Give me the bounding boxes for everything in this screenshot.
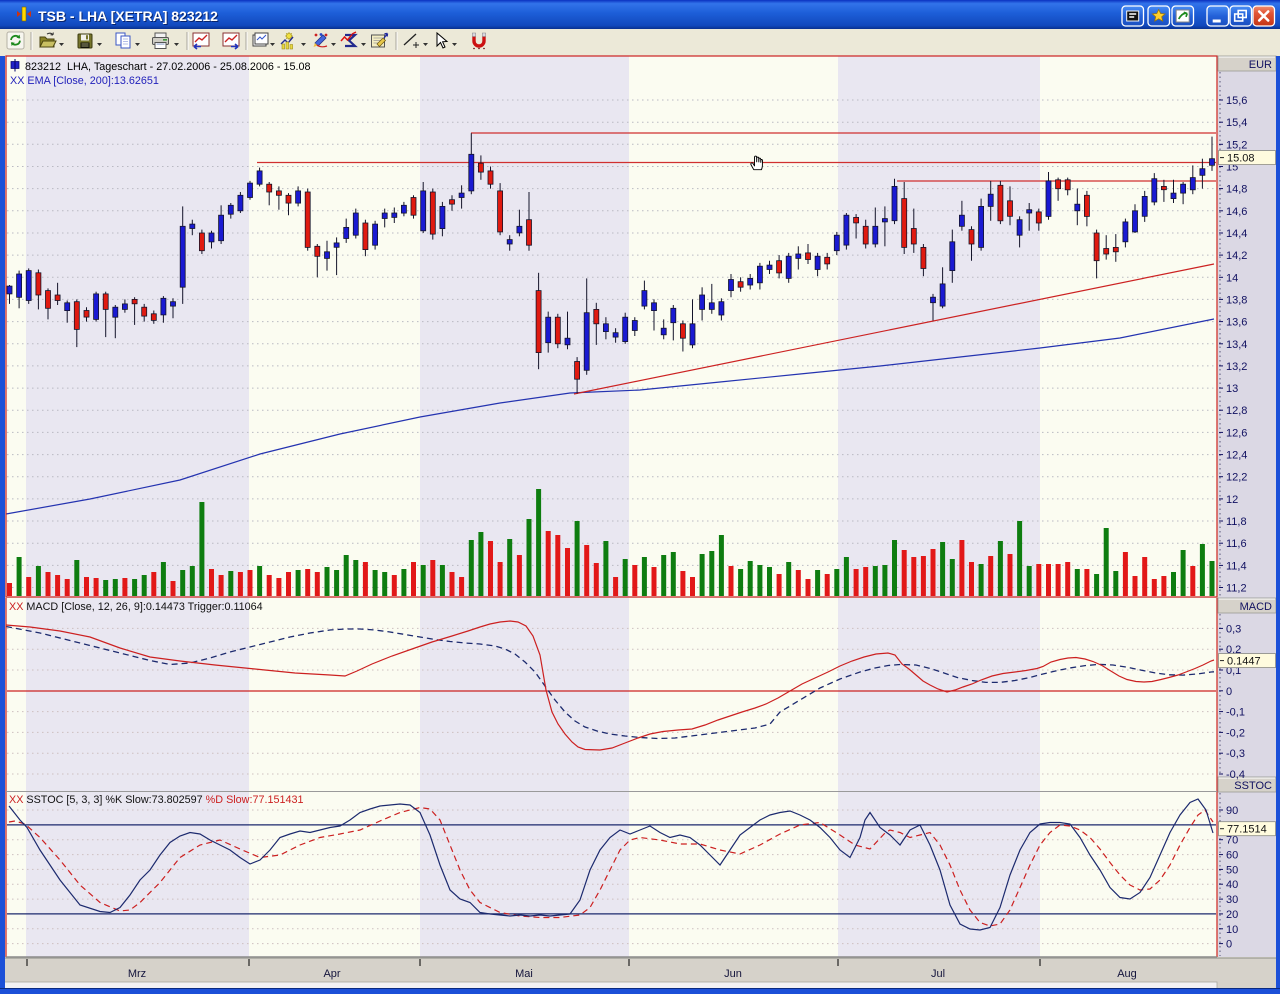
svg-text:-0,4: -0,4 [1226, 769, 1245, 781]
svg-text:0,1: 0,1 [1226, 665, 1241, 677]
svg-text:MACD: MACD [1240, 601, 1272, 613]
svg-text:50: 50 [1226, 864, 1238, 876]
svg-text:Jul: Jul [931, 968, 945, 980]
svg-text:60: 60 [1226, 850, 1238, 862]
svg-text:0: 0 [1226, 686, 1232, 698]
svg-text:14,4: 14,4 [1226, 228, 1247, 240]
svg-text:0: 0 [1226, 939, 1232, 951]
svg-text:-0,3: -0,3 [1226, 748, 1245, 760]
svg-text:11,8: 11,8 [1226, 516, 1247, 528]
svg-text:12,2: 12,2 [1226, 472, 1247, 484]
svg-text:15,4: 15,4 [1226, 117, 1247, 129]
svg-text:15,6: 15,6 [1226, 95, 1247, 107]
svg-text:XX SSTOC [5, 3, 3] %K Slow:73.: XX SSTOC [5, 3, 3] %K Slow:73.802597 %D … [9, 794, 304, 806]
svg-text:13,6: 13,6 [1226, 317, 1247, 329]
svg-text:13,4: 13,4 [1226, 339, 1247, 351]
svg-text:Jun: Jun [724, 968, 742, 980]
svg-text:-0,1: -0,1 [1226, 707, 1245, 719]
svg-text:30: 30 [1226, 894, 1238, 906]
svg-text:TSB - LHA [XETRA] 823212: TSB - LHA [XETRA] 823212 [38, 8, 218, 24]
svg-text:77.1514: 77.1514 [1227, 824, 1267, 836]
svg-text:12: 12 [1226, 494, 1238, 506]
svg-text:14,6: 14,6 [1226, 206, 1247, 218]
svg-text:11,4: 11,4 [1226, 560, 1247, 572]
svg-text:14,2: 14,2 [1226, 250, 1247, 262]
svg-text:10: 10 [1226, 924, 1238, 936]
svg-text:XX EMA [Close, 200]:13.62651: XX EMA [Close, 200]:13.62651 [10, 75, 159, 87]
svg-text:SSTOC: SSTOC [1234, 780, 1272, 792]
svg-text:14: 14 [1226, 272, 1238, 284]
svg-text:13: 13 [1226, 383, 1238, 395]
svg-text:14,8: 14,8 [1226, 184, 1247, 196]
svg-text:70: 70 [1226, 835, 1238, 847]
svg-text:Apr: Apr [323, 968, 340, 980]
svg-text:15.08: 15.08 [1227, 153, 1255, 165]
svg-text:90: 90 [1226, 805, 1238, 817]
svg-text:13,2: 13,2 [1226, 361, 1247, 373]
svg-text:EUR: EUR [1249, 59, 1272, 71]
svg-text:15,2: 15,2 [1226, 139, 1247, 151]
svg-text:Mrz: Mrz [128, 968, 146, 980]
svg-text:12,8: 12,8 [1226, 405, 1247, 417]
svg-text:40: 40 [1226, 879, 1238, 891]
svg-text:0,3: 0,3 [1226, 623, 1241, 635]
svg-text:Aug: Aug [1117, 968, 1137, 980]
svg-text:13,8: 13,8 [1226, 294, 1247, 306]
svg-text:823212 LHA, Tageschart - 27.0: 823212 LHA, Tageschart - 27.02.2006 - 25… [25, 61, 311, 73]
svg-text:Mai: Mai [515, 968, 533, 980]
svg-text:12,4: 12,4 [1226, 450, 1247, 462]
svg-text:11,2: 11,2 [1226, 583, 1247, 595]
svg-text:11,6: 11,6 [1226, 538, 1247, 550]
svg-text:20: 20 [1226, 909, 1238, 921]
svg-text:12,6: 12,6 [1226, 427, 1247, 439]
svg-text:XX MACD [Close, 12, 26, 9]:0.1: XX MACD [Close, 12, 26, 9]:0.14473 Trigg… [9, 601, 263, 613]
svg-text:-0,2: -0,2 [1226, 727, 1245, 739]
svg-text:0.1447: 0.1447 [1227, 656, 1261, 668]
